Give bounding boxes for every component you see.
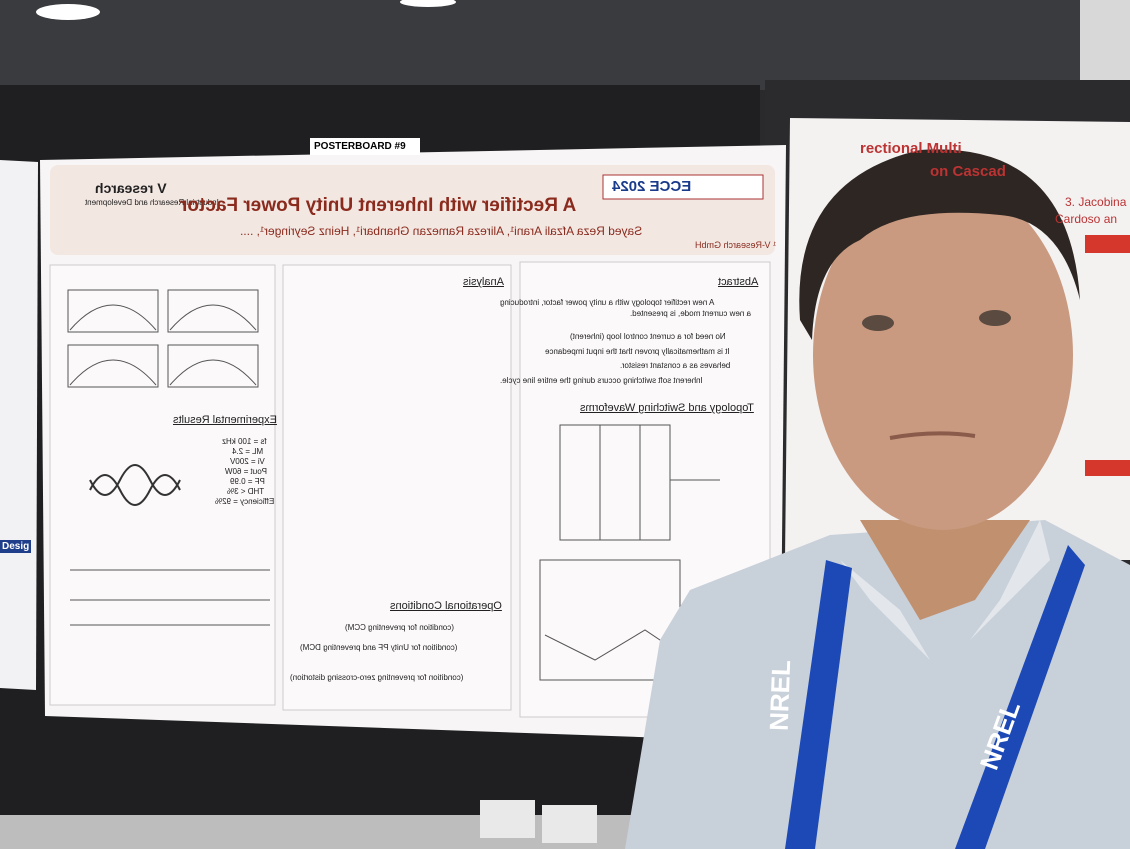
poster-title: A Rectifier with Inherent Unity Power Fa… — [180, 195, 577, 216]
ceiling — [0, 0, 1130, 90]
lanyard-text: NREL — [763, 659, 797, 732]
param: Pout = 60W — [225, 467, 268, 476]
heading: Experimental Results — [173, 414, 277, 426]
hair — [799, 149, 1080, 340]
red-box — [1085, 235, 1130, 253]
conference: ECCE 2024 — [612, 178, 692, 195]
card-holder — [480, 800, 535, 838]
heading: Operational Conditions — [390, 600, 502, 612]
heading: Topology and Switching Waveforms — [580, 402, 754, 414]
face — [813, 180, 1073, 530]
logo: V research — [95, 180, 167, 196]
condition: (condition for preventing CCM) — [345, 623, 454, 632]
posterboard-sign — [310, 138, 420, 155]
mouth — [889, 431, 976, 440]
right-poster-text: Cardoso an — [1055, 212, 1118, 226]
left-poster — [0, 160, 38, 690]
lanyard — [785, 560, 852, 849]
conference-logo — [602, 174, 764, 200]
param: Efficiency = 92% — [215, 497, 275, 506]
red-box — [1085, 460, 1130, 476]
abstract-text: A new rectifier topology with a unity po… — [500, 298, 715, 307]
light — [400, 0, 456, 7]
eye — [862, 315, 894, 331]
eye — [979, 310, 1011, 326]
affiliation: ¹ V-Research GmbH — [695, 240, 777, 250]
authors: Sayed Reza Afzali Arani¹, Alireza Rameza… — [240, 224, 643, 238]
neck — [860, 520, 1030, 620]
heading: Analysis — [463, 276, 504, 288]
bullet: Inherent soft switching occurs during th… — [500, 376, 703, 385]
param: fs = 100 kHz — [222, 437, 267, 446]
condition: (condition for preventing zero-crossing … — [290, 673, 464, 682]
collar — [840, 560, 930, 660]
heading: Abstract — [718, 276, 759, 288]
panel — [49, 264, 276, 706]
right-poster-text: rectional Multi — [860, 140, 962, 157]
condition: (condition for Unity PF and preventing D… — [300, 643, 458, 652]
card-holder — [542, 805, 597, 843]
param: ML = 2.4 — [232, 447, 264, 456]
collar — [970, 520, 1050, 640]
left-poster-text: Desig — [0, 540, 32, 553]
pillar — [1080, 0, 1130, 90]
right-poster-text: on Cascad — [930, 163, 1006, 180]
light — [36, 4, 100, 20]
plots — [67, 289, 720, 681]
poster-header — [50, 165, 775, 255]
lanyard — [955, 545, 1085, 849]
right-poster-text: 3. Jacobina — [1065, 195, 1127, 209]
bullet: No need for a current control loop (inhe… — [570, 332, 726, 341]
posterboard-label: POSTERBOARD #9 — [314, 141, 406, 152]
panel — [282, 264, 512, 711]
param: PF = 0.99 — [230, 477, 265, 486]
bullet: It is mathematically proven that the inp… — [545, 347, 730, 356]
bullet: behaves as a constant resistor. — [620, 361, 731, 370]
param: Vi = 200V — [230, 457, 265, 466]
abstract-text: a new current mode, is presented. — [630, 309, 751, 318]
param: THD < 3% — [227, 487, 265, 496]
